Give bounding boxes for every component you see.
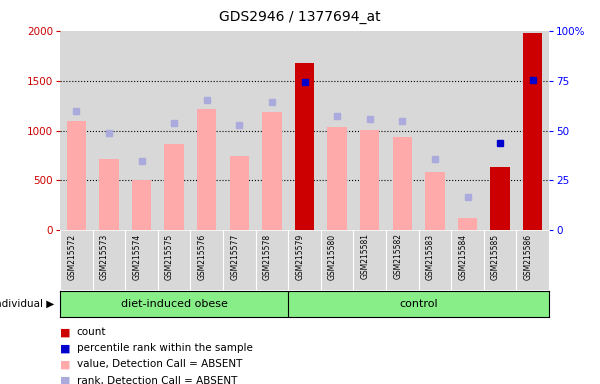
Text: GDS2946 / 1377694_at: GDS2946 / 1377694_at (219, 10, 381, 23)
Bar (67, 121, 86, 230)
Text: GSM215574: GSM215574 (133, 233, 142, 280)
Text: rank, Detection Call = ABSENT: rank, Detection Call = ABSENT (77, 376, 237, 384)
Text: GSM215586: GSM215586 (524, 233, 533, 280)
Text: GSM215585: GSM215585 (491, 233, 500, 280)
Text: GSM215584: GSM215584 (458, 233, 467, 280)
Bar (262, 112, 281, 230)
Text: GSM215577: GSM215577 (230, 233, 239, 280)
Text: individual ▶: individual ▶ (0, 299, 54, 309)
Bar (328, 127, 347, 230)
Text: GSM215572: GSM215572 (67, 233, 76, 280)
Text: count: count (77, 327, 106, 337)
Text: GSM215582: GSM215582 (394, 233, 403, 280)
Bar (295, 63, 314, 230)
Text: ■: ■ (60, 359, 71, 369)
Text: ■: ■ (60, 376, 71, 384)
Bar (99, 159, 119, 230)
Text: GSM215583: GSM215583 (426, 233, 435, 280)
Text: ■: ■ (60, 343, 71, 353)
Bar (425, 172, 445, 230)
Text: ■: ■ (60, 327, 71, 337)
Bar (360, 129, 379, 230)
Text: control: control (399, 299, 438, 309)
Text: GSM215580: GSM215580 (328, 233, 337, 280)
Text: GSM215581: GSM215581 (361, 233, 370, 280)
Text: GSM215575: GSM215575 (165, 233, 174, 280)
Bar (164, 144, 184, 230)
Bar (132, 180, 151, 230)
Bar (490, 167, 510, 230)
Text: GSM215579: GSM215579 (296, 233, 305, 280)
Text: GSM215576: GSM215576 (198, 233, 206, 280)
Text: GSM215578: GSM215578 (263, 233, 272, 280)
Text: GSM215573: GSM215573 (100, 233, 109, 280)
Bar (197, 109, 217, 230)
Bar (523, 33, 542, 230)
Text: percentile rank within the sample: percentile rank within the sample (77, 343, 253, 353)
Bar (230, 156, 249, 230)
Text: diet-induced obese: diet-induced obese (121, 299, 227, 309)
Bar (392, 137, 412, 230)
Text: value, Detection Call = ABSENT: value, Detection Call = ABSENT (77, 359, 242, 369)
Bar (458, 218, 477, 230)
